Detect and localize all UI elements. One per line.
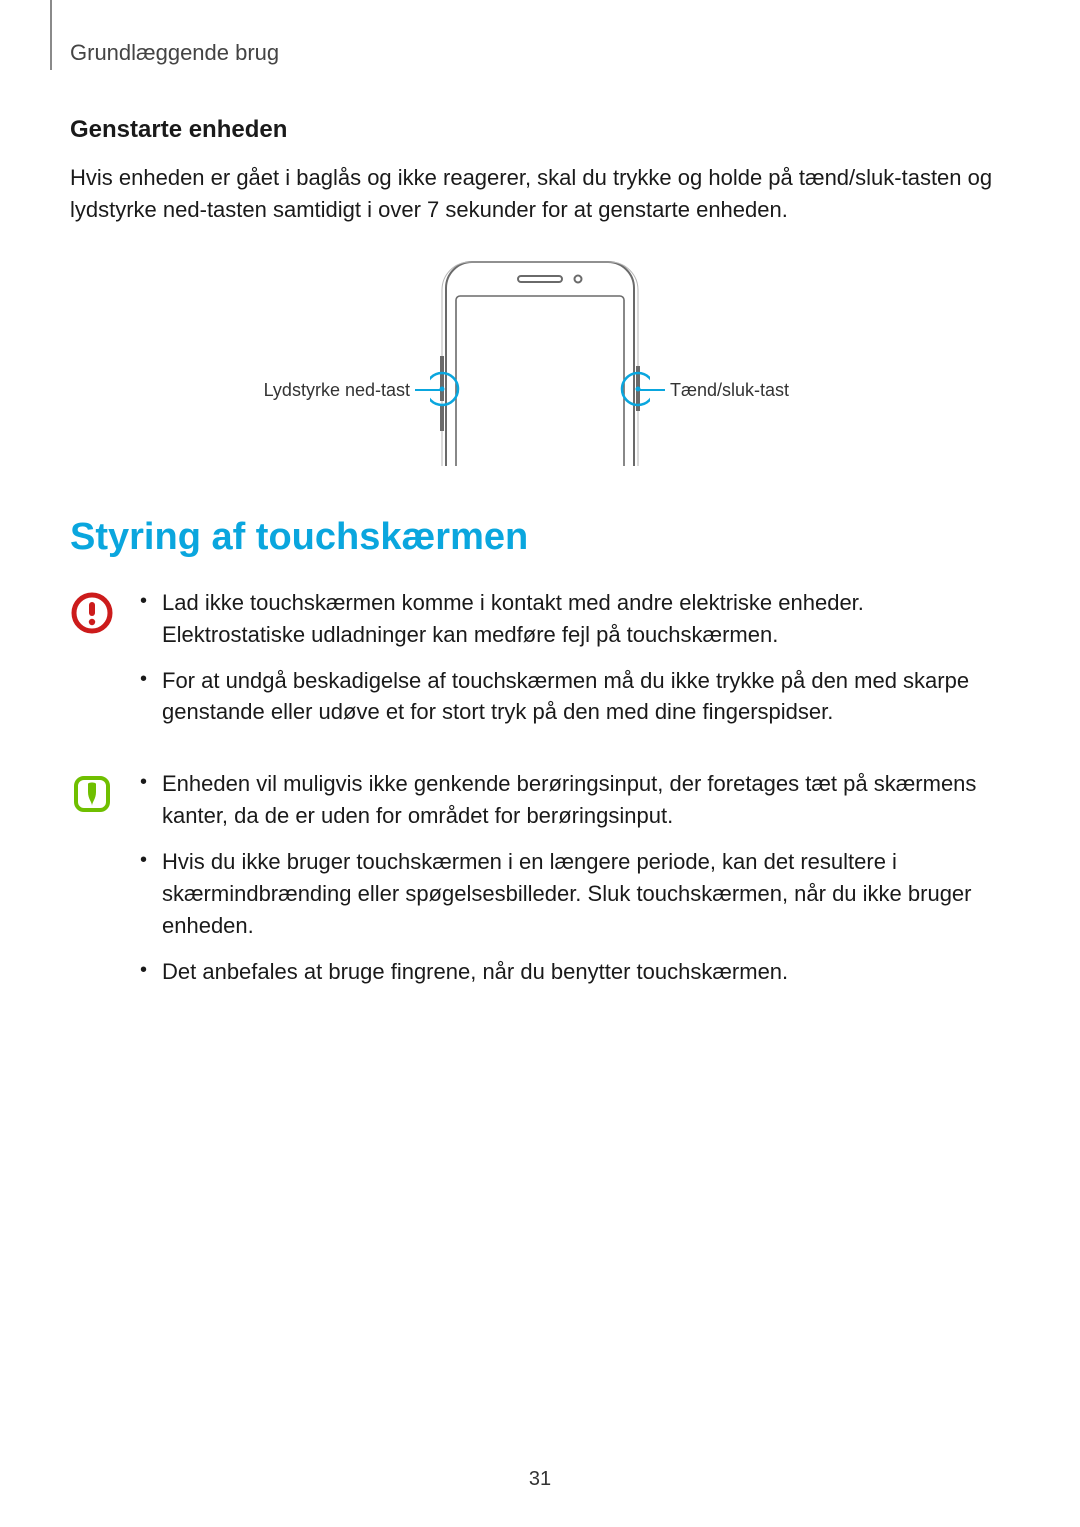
section-heading-restart: Genstarte enheden	[70, 116, 1010, 144]
page: Grundlæggende brug Genstarte enheden Hvi…	[0, 0, 1080, 1527]
bullet-text: For at undgå beskadigelse af touchskærme…	[162, 665, 1010, 729]
bullet-dot: •	[140, 768, 162, 797]
phone-diagram: Lydstyrke ned-tast	[220, 256, 860, 466]
warning-icon	[70, 591, 122, 640]
bullet-text: Hvis du ikke bruger touchskærmen i en læ…	[162, 846, 1010, 942]
list-item: • Enheden vil muligvis ikke genkende ber…	[140, 768, 1010, 832]
callout-warning-body: • Lad ikke touchskærmen komme i kontakt …	[140, 587, 1010, 743]
header-rule	[50, 0, 52, 70]
section-paragraph-restart: Hvis enheden er gået i baglås og ikke re…	[70, 162, 1010, 226]
bullet-text: Enheden vil muligvis ikke genkende berør…	[162, 768, 1010, 832]
page-number: 31	[0, 1468, 1080, 1491]
callout-note-body: • Enheden vil muligvis ikke genkende ber…	[140, 768, 1010, 1001]
list-item: • For at undgå beskadigelse af touchskær…	[140, 665, 1010, 729]
diagram-label-volume-down: Lydstyrke ned-tast	[220, 380, 410, 401]
diagram-wrap: Lydstyrke ned-tast	[70, 256, 1010, 466]
running-head: Grundlæggende brug	[70, 40, 279, 66]
list-item: • Det anbefales at bruge fingrene, når d…	[140, 956, 1010, 988]
list-item: • Lad ikke touchskærmen komme i kontakt …	[140, 587, 1010, 651]
bullet-text: Lad ikke touchskærmen komme i kontakt me…	[162, 587, 1010, 651]
bullet-dot: •	[140, 665, 162, 694]
callout-warning: • Lad ikke touchskærmen komme i kontakt …	[70, 587, 1010, 743]
section-heading-touchscreen: Styring af touchskærmen	[70, 516, 1010, 559]
connector-right	[640, 389, 665, 391]
callout-note: • Enheden vil muligvis ikke genkende ber…	[70, 768, 1010, 1001]
bullet-text: Det anbefales at bruge fingrene, når du …	[162, 956, 1010, 988]
note-icon	[70, 772, 122, 821]
phone-outline-svg	[430, 256, 650, 466]
list-item: • Hvis du ikke bruger touchskærmen i en …	[140, 846, 1010, 942]
bullet-dot: •	[140, 846, 162, 875]
bullet-dot: •	[140, 956, 162, 985]
page-content: Genstarte enheden Hvis enheden er gået i…	[70, 116, 1010, 1002]
bullet-dot: •	[140, 587, 162, 616]
diagram-label-power: Tænd/sluk-tast	[670, 380, 860, 401]
